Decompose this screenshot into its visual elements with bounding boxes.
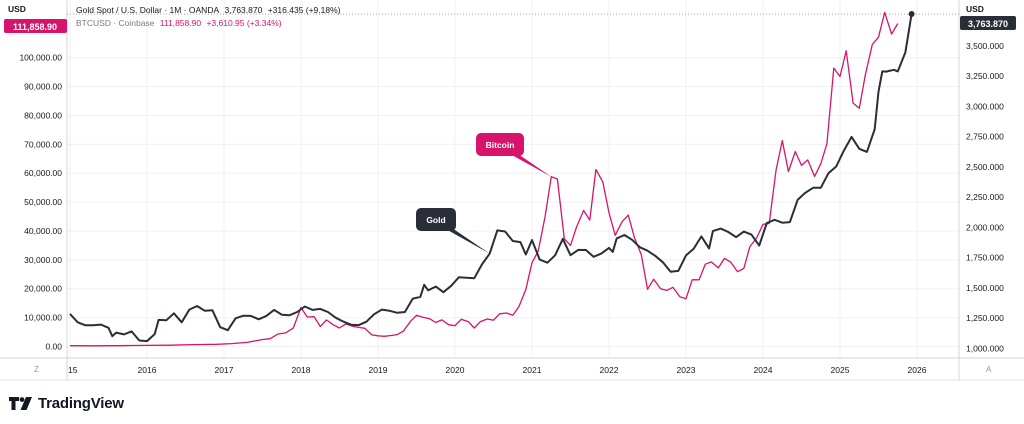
legend-btc-symbol: BTCUSD · Coinbase — [76, 18, 155, 28]
legend-gold-change: +316.435 (+9.18%) — [267, 5, 341, 15]
x-axis-tick-label: 2017 — [215, 365, 234, 375]
legend-gold-symbol: Gold Spot / U.S. Dollar · 1M · OANDA — [76, 5, 220, 15]
left-axis-tick-label: 90,000.00 — [24, 82, 62, 92]
x-axis-tick-label: 2026 — [908, 365, 927, 375]
zoom-button[interactable]: Z — [34, 365, 39, 374]
x-axis-tick-label: 2016 — [138, 365, 157, 375]
right-axis-tick-label: 2,500.000 — [966, 162, 1004, 172]
left-axis-tick-label: 10,000.00 — [24, 313, 62, 323]
legend-gold[interactable]: Gold Spot / U.S. Dollar · 1M · OANDA 3,7… — [76, 5, 343, 15]
gold-last-point-marker — [908, 11, 915, 18]
right-price-tag: 3,763.870 — [960, 16, 1016, 30]
right-axis-tick-label: 3,250.000 — [966, 71, 1004, 81]
btc-series-line — [69, 11, 899, 347]
right-axis-tick-label: 3,500.000 — [966, 41, 1004, 51]
x-axis-tick-label: 2025 — [831, 365, 850, 375]
x-axis-tick-label: 2018 — [292, 365, 311, 375]
tradingview-logo-icon — [9, 397, 32, 410]
x-axis-tick-label: 2019 — [369, 365, 388, 375]
btc-annotation-box — [476, 133, 524, 156]
legend-gold-value: 3,763.870 — [224, 5, 263, 15]
right-axis-tick-label: 2,750.000 — [966, 132, 1004, 142]
gold-annotation-callout — [444, 228, 490, 254]
left-axis-tick-label: 30,000.00 — [24, 255, 62, 265]
x-axis-tick-label: 2022 — [600, 365, 619, 375]
btc-annotation-callout — [510, 154, 552, 177]
x-axis-tick-label: 2021 — [523, 365, 542, 375]
left-axis-currency: USD — [8, 4, 26, 14]
left-price-tag: 111,858.90 — [4, 19, 67, 33]
tradingview-logo[interactable]: TradingView — [9, 395, 124, 412]
left-axis-tick-label: 0.00 — [45, 341, 62, 351]
left-axis-tick-label: 60,000.00 — [24, 168, 62, 178]
left-axis-tick-label: 50,000.00 — [24, 197, 62, 207]
left-ticks-layer: 0.00 10,000.00 20,000.00 30,000.00 40,000.00… — [19, 53, 62, 352]
right-axis-tick-label: 2,000.000 — [966, 222, 1004, 232]
legend-btc-change: +3,610.95 (+3.34%) — [206, 18, 282, 28]
x-ticks-layer: 15 2016 2017 2018 2019 2020 2021 2022 2023 2024 20… — [68, 365, 927, 375]
right-axis-tick-label: 1,500.000 — [966, 283, 1004, 293]
right-price-tag-bg — [960, 16, 1016, 30]
tradingview-logo-text: TradingView — [38, 395, 124, 412]
x-axis-tick-label: 2024 — [754, 365, 773, 375]
btc-annotation[interactable]: Bitcoin — [476, 133, 552, 177]
right-axis-tick-label: 1,750.000 — [966, 253, 1004, 263]
btc-annotation-label: Bitcoin — [486, 140, 515, 150]
left-axis-tick-label: 40,000.00 — [24, 226, 62, 236]
x-axis-tick-label: 2023 — [677, 365, 696, 375]
legend-btc-value: 111,858.90 — [159, 18, 202, 28]
right-axis-tick-label: 2,250.000 — [966, 192, 1004, 202]
grid-layer — [67, 0, 959, 358]
right-price-tag-text: 3,763.870 — [968, 19, 1008, 29]
left-axis-tick-label: 70,000.00 — [24, 139, 62, 149]
right-ticks-layer: 1,000.000 1,250.000 1,500.000 1,750.000 2,00… — [966, 41, 1004, 353]
left-price-tag-text: 111,858.90 — [13, 22, 57, 32]
left-axis-tick-label: 100,000.00 — [19, 53, 62, 63]
left-axis-tick-label: 80,000.00 — [24, 110, 62, 120]
legend-btc[interactable]: BTCUSD · Coinbase 111,858.90 +3,610.95 (… — [76, 18, 285, 28]
right-axis-tick-label: 1,000.000 — [966, 343, 1004, 353]
left-price-tag-bg — [4, 19, 67, 33]
gold-annotation[interactable]: Gold — [416, 208, 490, 254]
gold-series-line — [69, 13, 913, 343]
gold-annotation-box — [416, 208, 456, 231]
auto-scale-button[interactable]: A — [986, 365, 992, 374]
x-axis-tick-label: 2020 — [446, 365, 465, 375]
x-axis-tick-label: 15 — [68, 365, 78, 375]
right-axis-currency: USD — [966, 4, 984, 14]
gold-annotation-label: Gold — [426, 215, 445, 225]
left-axis-tick-label: 20,000.00 — [24, 284, 62, 294]
right-axis-tick-label: 3,000.000 — [966, 101, 1004, 111]
right-axis-tick-label: 1,250.000 — [966, 313, 1004, 323]
